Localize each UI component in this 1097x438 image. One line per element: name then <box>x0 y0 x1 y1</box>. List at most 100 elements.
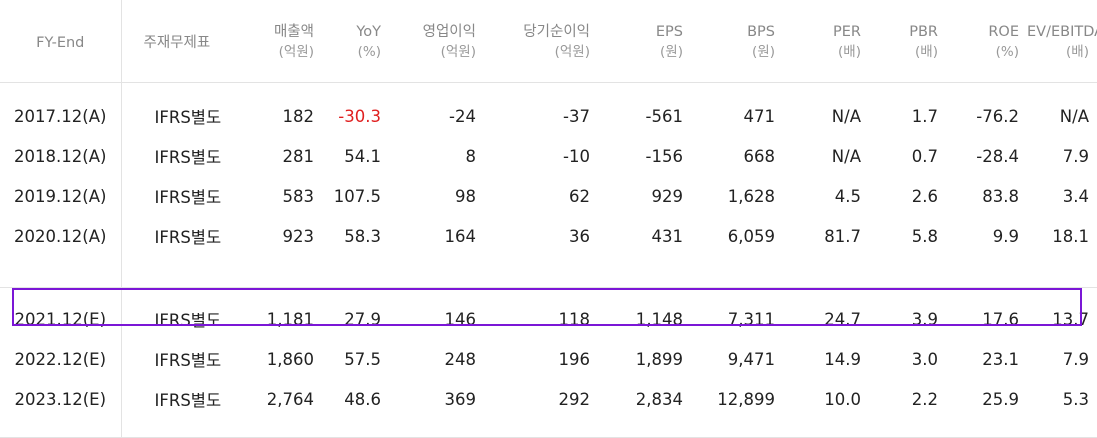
cell-revenue: 182 <box>282 106 315 126</box>
cell-per: N/A <box>831 146 861 166</box>
cell-ev-ebitda: 7.9 <box>1062 146 1089 166</box>
cell-revenue: 923 <box>282 226 315 246</box>
cell-pbr: 1.7 <box>911 106 938 126</box>
cell-revenue: 1,860 <box>266 349 314 369</box>
cell-revenue: 281 <box>282 146 315 166</box>
table-row: 2019.12(A) IFRS별도 583 107.5 98 62 929 1,… <box>0 176 1097 216</box>
cell-op-income: -24 <box>449 106 476 126</box>
cell-roe: 23.1 <box>982 349 1019 369</box>
section-divider <box>0 256 1097 288</box>
cell-fy: 2022.12(E) <box>0 339 122 379</box>
cell-pbr: 0.7 <box>911 146 938 166</box>
cell-roe: -76.2 <box>976 106 1019 126</box>
cell-eps: -561 <box>645 106 683 126</box>
cell-op-income: 164 <box>444 226 477 246</box>
cell-op-income: 369 <box>444 389 477 409</box>
cell-standard: IFRS별도 <box>154 351 222 370</box>
cell-fy: 2019.12(A) <box>0 176 122 216</box>
cell-pbr: 2.2 <box>911 389 938 409</box>
header-row: FY-End 주재무제표 매출액 (억원) YoY (%) 영업이익 (억원) 당기순… <box>0 0 1097 83</box>
cell-eps: -156 <box>645 146 683 166</box>
cell-op-income: 146 <box>444 309 477 329</box>
cell-eps: 1,899 <box>635 349 683 369</box>
cell-op-income: 98 <box>455 186 476 206</box>
cell-bps: 6,059 <box>727 226 775 246</box>
cell-fy: 2023.12(E) <box>0 379 122 419</box>
cell-standard: IFRS별도 <box>154 228 222 247</box>
table-row: 2023.12(E) IFRS별도 2,764 48.6 369 292 2,8… <box>0 379 1097 419</box>
cell-yoy: 107.5 <box>333 186 381 206</box>
cell-net-income: -37 <box>563 106 590 126</box>
cell-pbr: 2.6 <box>911 186 938 206</box>
cell-roe: -28.4 <box>976 146 1019 166</box>
cell-fy: 2020.12(A) <box>0 216 122 256</box>
col-header-bps: BPS (원) <box>691 0 783 83</box>
cell-fy: 2017.12(A) <box>0 96 122 136</box>
cell-eps: 2,834 <box>635 389 683 409</box>
cell-pbr: 3.9 <box>911 309 938 329</box>
table-row: 2017.12(A) IFRS별도 182 -30.3 -24 -37 -561… <box>0 96 1097 136</box>
cell-fy: 2021.12(E) <box>0 299 122 339</box>
cell-op-income: 8 <box>465 146 477 166</box>
col-header-fy: FY-End <box>0 0 122 83</box>
cell-eps: 431 <box>651 226 684 246</box>
cell-op-income: 248 <box>444 349 477 369</box>
cell-yoy: 48.6 <box>344 389 381 409</box>
col-header-per: PER (배) <box>783 0 869 83</box>
cell-pbr: 3.0 <box>911 349 938 369</box>
cell-ev-ebitda: 13.7 <box>1052 309 1089 329</box>
cell-net-income: -10 <box>563 146 590 166</box>
col-header-eps: EPS (원) <box>598 0 691 83</box>
cell-roe: 17.6 <box>982 309 1019 329</box>
cell-roe: 9.9 <box>992 226 1019 246</box>
cell-yoy: 58.3 <box>344 226 381 246</box>
cell-bps: 471 <box>743 106 776 126</box>
cell-ev-ebitda: 3.4 <box>1062 186 1089 206</box>
cell-ev-ebitda: N/A <box>1059 106 1089 126</box>
cell-pbr: 5.8 <box>911 226 938 246</box>
col-header-op-income: 영업이익 (억원) <box>389 0 484 83</box>
col-header-yoy: YoY (%) <box>322 0 389 83</box>
cell-bps: 12,899 <box>717 389 775 409</box>
cell-net-income: 292 <box>558 389 591 409</box>
cell-standard: IFRS별도 <box>154 391 222 410</box>
cell-per: 81.7 <box>824 226 861 246</box>
cell-revenue: 583 <box>282 186 315 206</box>
table-row-highlighted: 2021.12(E) IFRS별도 1,181 27.9 146 118 1,1… <box>0 299 1097 339</box>
cell-bps: 668 <box>743 146 776 166</box>
cell-roe: 83.8 <box>982 186 1019 206</box>
cell-ev-ebitda: 7.9 <box>1062 349 1089 369</box>
cell-net-income: 62 <box>569 186 590 206</box>
cell-eps: 1,148 <box>635 309 683 329</box>
cell-per: 24.7 <box>824 309 861 329</box>
cell-yoy: -30.3 <box>338 106 381 126</box>
cell-yoy: 54.1 <box>344 146 381 166</box>
cell-bps: 7,311 <box>727 309 775 329</box>
cell-fy: 2018.12(A) <box>0 136 122 176</box>
table-row: 2022.12(E) IFRS별도 1,860 57.5 248 196 1,8… <box>0 339 1097 379</box>
table-row: 2018.12(A) IFRS별도 281 54.1 8 -10 -156 66… <box>0 136 1097 176</box>
cell-ev-ebitda: 5.3 <box>1062 389 1089 409</box>
cell-net-income: 36 <box>569 226 590 246</box>
col-header-ev-ebitda: EV/EBITDA (배) <box>1027 0 1097 83</box>
cell-standard: IFRS별도 <box>154 311 222 330</box>
cell-per: 10.0 <box>824 389 861 409</box>
cell-revenue: 2,764 <box>266 389 314 409</box>
col-header-revenue: 매출액 (억원) <box>238 0 322 83</box>
cell-bps: 1,628 <box>727 186 775 206</box>
col-header-net-income: 당기순이익 (억원) <box>484 0 598 83</box>
cell-net-income: 196 <box>558 349 591 369</box>
col-header-pbr: PBR (배) <box>869 0 946 83</box>
cell-eps: 929 <box>651 186 684 206</box>
cell-per: 4.5 <box>834 186 861 206</box>
cell-roe: 25.9 <box>982 389 1019 409</box>
cell-bps: 9,471 <box>727 349 775 369</box>
cell-yoy: 27.9 <box>344 309 381 329</box>
cell-per: N/A <box>831 106 861 126</box>
col-header-standard: 주재무제표 <box>121 0 238 83</box>
cell-ev-ebitda: 18.1 <box>1052 226 1089 246</box>
cell-per: 14.9 <box>824 349 861 369</box>
col-header-roe: ROE (%) <box>946 0 1027 83</box>
